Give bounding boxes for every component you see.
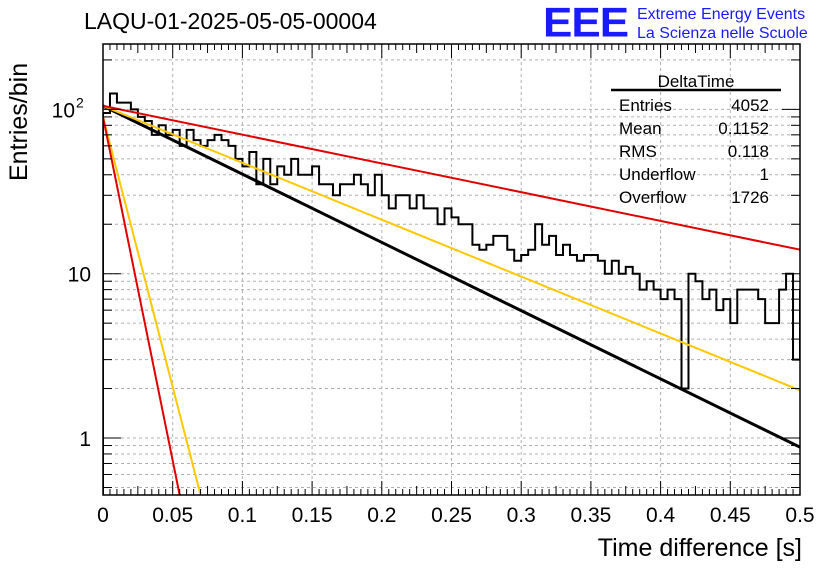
fit-line-4 (103, 116, 181, 495)
y-tick-label: 10 (68, 264, 91, 287)
x-tick-label: 0.1 (228, 504, 257, 527)
stats-label: RMS (619, 142, 657, 161)
stats-label: Mean (619, 119, 662, 138)
stats-label: Entries (619, 96, 672, 115)
x-tick-label: 0.15 (292, 504, 333, 527)
logo-line-1: Extreme Energy Events (637, 6, 806, 23)
x-tick-label: 0.35 (570, 504, 611, 527)
chart-title: LAQU-01-2025-05-05-00004 (84, 8, 377, 34)
logo-line-2: La Scienza nelle Scuole (637, 25, 808, 42)
x-tick-label: 0 (97, 504, 109, 527)
stats-value: 1 (760, 165, 769, 184)
fit-line-3 (103, 116, 202, 495)
stats-label: Underflow (619, 165, 696, 184)
stats-value: 0.118 (728, 142, 769, 161)
x-tick-label: 0.45 (710, 504, 751, 527)
x-tick-label: 0.2 (367, 504, 396, 527)
fit-line-2 (103, 104, 800, 251)
y-tick-label: 10 (52, 99, 75, 122)
y-tick-label-exponent: 2 (76, 94, 84, 110)
x-tick-label: 0.05 (152, 504, 193, 527)
stats-value: 4052 (731, 96, 769, 115)
stats-label: Overflow (619, 188, 687, 207)
x-tick-label: 0.3 (507, 504, 536, 527)
eee-logo: EEE (543, 0, 629, 46)
x-axis-label: Time difference [s] (597, 534, 802, 562)
histogram-steps (103, 92, 800, 495)
stats-title: DeltaTime (658, 72, 735, 91)
x-tick-label: 0.5 (785, 504, 814, 527)
x-tick-label: 0.25 (431, 504, 472, 527)
y-tick-label: 1 (79, 428, 91, 451)
x-tick-label: 0.4 (646, 504, 676, 527)
stats-value: 1726 (731, 188, 769, 207)
stats-value: 0.1152 (718, 119, 769, 138)
fit-line-0 (103, 104, 800, 449)
fit-line-1 (103, 104, 800, 392)
